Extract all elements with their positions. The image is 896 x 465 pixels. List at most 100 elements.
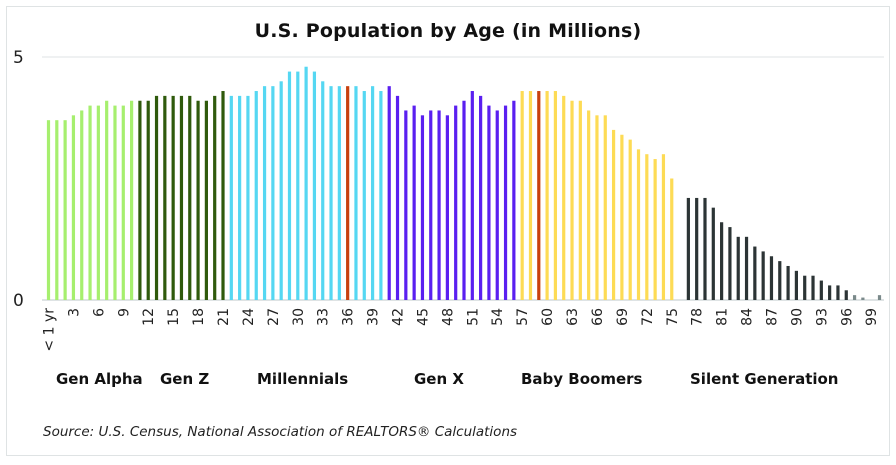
bar-age-65 [587,110,591,301]
bar-age-70 [628,139,632,300]
bar-age-13 [154,95,159,300]
x-tick-label: 51 [465,308,481,326]
bar-age-60 [545,91,549,301]
chart-title: U.S. Population by Age (in Millions) [254,20,642,42]
bar-age-11 [138,100,142,301]
bar-age-57 [520,91,524,301]
bar-age-3 [71,115,76,300]
bar-age-84 [744,236,749,300]
bar-age-63 [570,100,574,301]
bar-age-67 [603,115,607,300]
generation-label-gen-z: Gen Z [160,370,210,388]
bar-age-85 [753,246,757,300]
x-tick-label: 48 [440,308,456,326]
x-tick-label: 18 [191,308,207,326]
bar-age-69 [620,134,624,300]
bar-age-59 [537,91,541,301]
bar-age-53 [487,105,491,300]
x-tick-label: 69 [615,308,631,326]
x-tick-label: 9 [116,308,132,317]
bar-age-71 [636,149,641,300]
bar-age-32 [312,71,317,300]
bar-age-20 [213,95,217,300]
bar-age-95 [836,285,840,300]
x-tick-label: 93 [814,308,830,326]
bar-age-49 [454,105,458,300]
generation-label-gen-alpha: Gen Alpha [56,370,143,388]
bar-age-5 [88,105,92,300]
bar-age-43 [404,110,408,301]
bar-age-39 [370,86,375,300]
x-tick-label: 96 [839,308,855,326]
bar-age-98 [861,297,865,300]
x-tick-label: 42 [391,308,407,326]
bar-age-42 [395,95,400,300]
bar-age-45 [420,115,425,300]
bar-age-2 [63,120,67,301]
x-tick-label: 39 [366,308,382,326]
bar-age-26 [262,86,267,300]
x-tick-label: 75 [665,308,681,326]
x-tick-label: 99 [864,308,880,326]
x-tick-label: 72 [640,308,656,326]
y-tick-label-0: 0 [13,291,24,311]
bar-age-66 [595,115,599,300]
x-tick-label: 54 [490,308,506,326]
generation-label-silent-generation: Silent Generation [690,370,839,388]
y-tick-label-5: 5 [13,48,24,68]
bar-age-87 [769,256,774,300]
x-tick-label: 30 [291,308,307,326]
bar-age-0 [46,120,51,301]
bar-age-79 [703,197,707,300]
source-note: Source: U.S. Census, National Associatio… [43,424,518,440]
x-tick-label: 81 [715,308,731,326]
bar-age-16 [179,95,184,300]
generation-label-millennials: Millennials [257,370,349,388]
bar-age-35 [337,86,341,300]
bar-age-14 [163,95,167,300]
x-tick-label: 12 [141,308,157,326]
bar-age-77 [686,197,690,300]
bar-age-58 [528,91,533,301]
bar-age-38 [362,91,366,301]
x-tick-label: 3 [66,308,82,317]
x-tick-label: 63 [565,308,581,326]
bar-age-15 [171,95,175,300]
x-tick-label: 21 [216,308,232,326]
bar-age-7 [105,100,109,301]
bar-age-18 [196,100,200,301]
x-tick-label: 24 [241,308,257,326]
bar-age-82 [728,227,732,300]
bar-age-80 [711,207,715,300]
x-tick-label: 87 [765,308,781,326]
bar-age-33 [321,81,325,300]
bar-age-30 [296,71,300,300]
bar-age-25 [254,91,258,301]
x-tick-label: 90 [789,308,805,326]
x-tick-label: 27 [266,308,282,326]
bar-age-27 [271,86,275,300]
x-tick-label: 66 [590,308,606,326]
x-tick-label: 60 [540,308,556,326]
bar-age-75 [670,178,674,300]
bar-age-73 [653,159,657,300]
bar-age-91 [803,275,807,300]
generation-label-baby-boomers: Baby Boomers [521,370,643,388]
bar-age-52 [479,95,483,300]
x-tick-label: 36 [341,308,357,326]
bar-age-21 [221,91,225,301]
x-tick-label: 57 [515,308,531,326]
bar-age-12 [146,100,150,301]
bar-age-83 [736,236,740,300]
bar-age-41 [387,86,391,300]
bar-age-96 [844,290,848,300]
bar-age-55 [503,105,508,300]
x-tick-label: 78 [690,308,706,326]
bar-age-61 [553,91,558,301]
bar-age-4 [80,110,84,301]
bar-age-47 [437,110,441,301]
bar-age-94 [828,285,832,300]
bar-age-68 [611,129,616,300]
bar-age-54 [495,110,499,301]
bar-age-88 [778,261,782,300]
